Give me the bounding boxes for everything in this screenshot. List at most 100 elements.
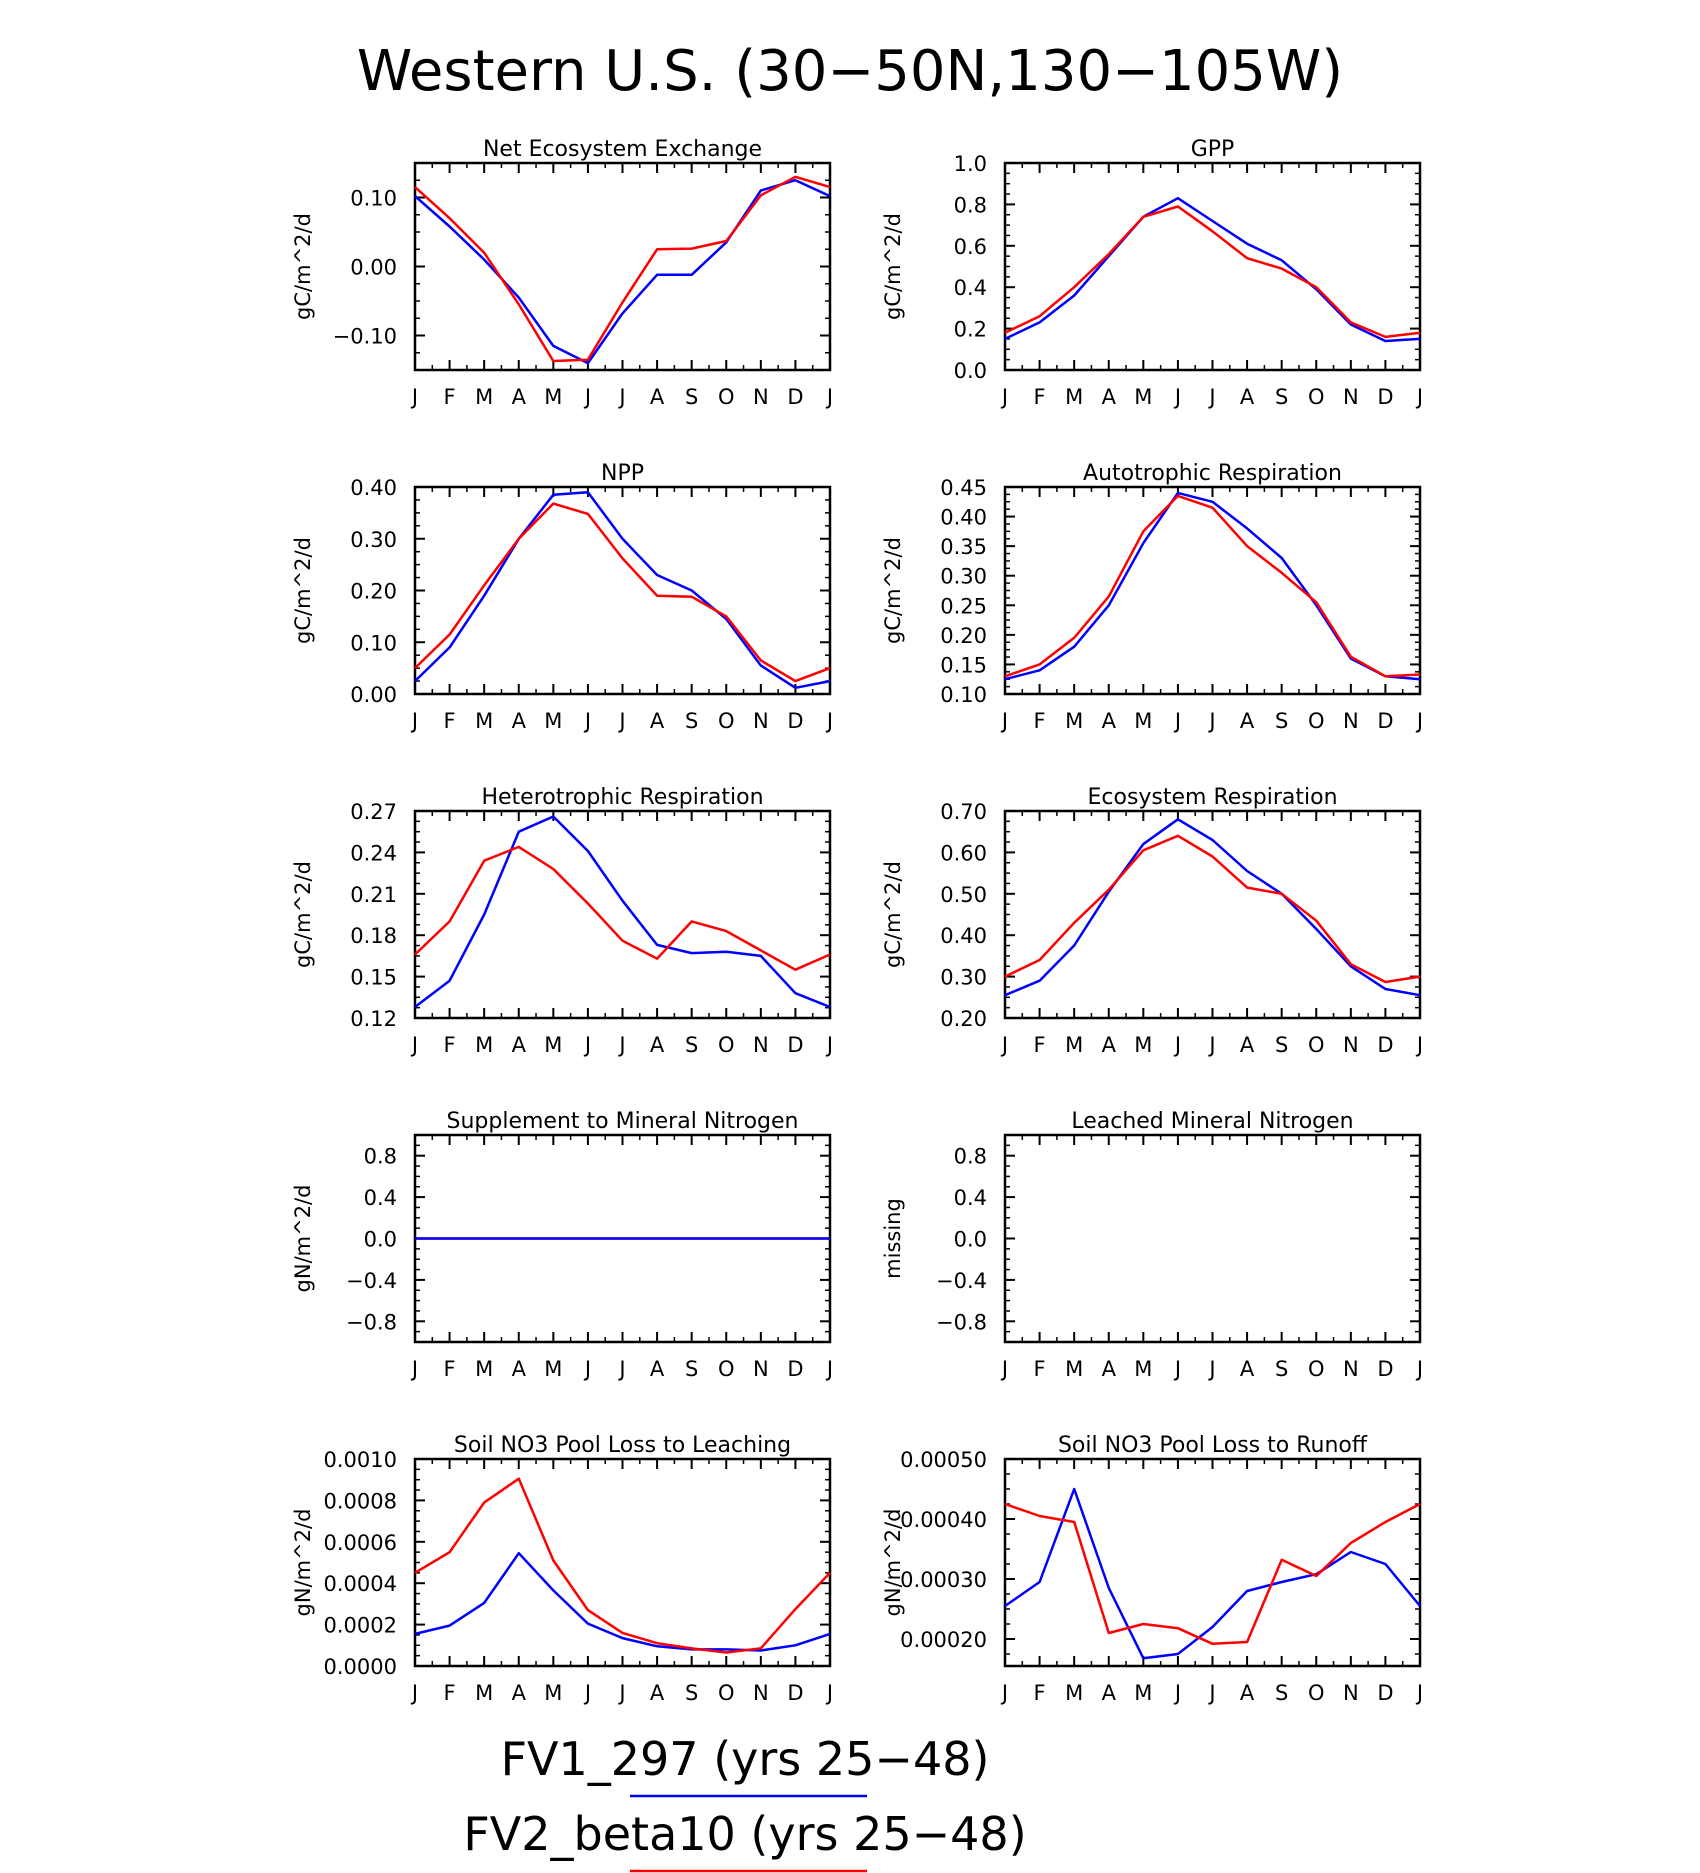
x-tick-label: M: [1134, 1357, 1152, 1381]
x-tick-label: A: [1240, 1357, 1255, 1381]
x-tick-label: J: [1207, 709, 1215, 733]
x-tick-label: J: [1207, 1681, 1215, 1705]
x-tick-label: F: [1034, 1357, 1046, 1381]
x-tick-label: F: [444, 1033, 456, 1057]
x-tick-label: D: [1377, 709, 1393, 733]
x-tick-label: F: [444, 709, 456, 733]
x-tick-label: J: [1415, 1357, 1423, 1381]
y-tick-label: 0.00020: [900, 1628, 987, 1652]
y-tick-label: 0.0008: [324, 1489, 397, 1513]
x-tick-label: S: [1275, 1357, 1288, 1381]
x-tick-label: O: [1308, 709, 1325, 733]
x-tick-label: M: [1134, 709, 1152, 733]
chart-title: Soil NO3 Pool Loss to Runoff: [1058, 1433, 1368, 1458]
x-tick-label: J: [1415, 1681, 1423, 1705]
x-tick-label: J: [1173, 385, 1181, 409]
x-tick-label: J: [1207, 1033, 1215, 1057]
x-tick-label: M: [544, 1033, 562, 1057]
x-tick-label: F: [1034, 709, 1046, 733]
x-tick-label: D: [1377, 1357, 1393, 1381]
chart-title: Ecosystem Respiration: [1087, 785, 1337, 810]
y-axis-label: gC/m^2/d: [291, 861, 315, 968]
x-tick-label: A: [1240, 385, 1255, 409]
y-tick-label: 0.60: [940, 841, 987, 865]
x-tick-label: J: [617, 385, 625, 409]
chart-title: Soil NO3 Pool Loss to Leaching: [454, 1433, 791, 1458]
y-tick-label: 0.15: [940, 653, 987, 677]
x-tick-label: A: [650, 1681, 665, 1705]
chart-title: Heterotrophic Respiration: [481, 785, 763, 810]
legend-label-fv2-beta10: FV2_beta10 (yrs 25−48): [463, 1807, 1026, 1861]
y-tick-label: 0.00: [350, 683, 397, 707]
y-tick-label: 0.20: [350, 580, 397, 604]
x-tick-label: J: [1173, 1033, 1181, 1057]
x-tick-label: O: [1308, 1033, 1325, 1057]
x-tick-label: M: [1065, 1681, 1083, 1705]
x-tick-label: D: [787, 385, 803, 409]
x-tick-label: M: [1065, 709, 1083, 733]
x-tick-label: F: [444, 385, 456, 409]
x-tick-label: M: [1134, 1033, 1152, 1057]
series-line-fv1-297: [414, 815, 831, 1009]
x-tick-label: F: [444, 1357, 456, 1381]
x-tick-label: A: [1102, 709, 1117, 733]
y-axis-label: gC/m^2/d: [291, 213, 315, 320]
x-tick-label: J: [617, 1033, 625, 1057]
y-tick-label: 0.0: [954, 1228, 987, 1252]
series-line-fv1-297: [1004, 196, 1421, 343]
y-tick-label: −0.8: [346, 1310, 397, 1334]
x-tick-label: S: [1275, 1033, 1288, 1057]
plot-frame: [413, 1457, 832, 1668]
x-tick-label: J: [583, 1033, 591, 1057]
chart-title: Supplement to Mineral Nitrogen: [447, 1109, 799, 1134]
y-axis-label: gC/m^2/d: [881, 537, 905, 644]
x-tick-label: S: [1275, 385, 1288, 409]
x-tick-label: F: [1034, 1033, 1046, 1057]
y-tick-label: 0.4: [954, 276, 987, 300]
x-tick-label: J: [583, 385, 591, 409]
x-tick-label: J: [410, 1681, 418, 1705]
x-tick-label: A: [650, 385, 665, 409]
chart-title: GPP: [1191, 137, 1235, 162]
x-tick-label: M: [544, 385, 562, 409]
x-tick-label: S: [685, 1357, 698, 1381]
series-line-fv2-beta10: [1004, 494, 1421, 678]
x-tick-label: J: [410, 385, 418, 409]
x-tick-label: J: [825, 1357, 833, 1381]
x-tick-label: J: [410, 1357, 418, 1381]
y-tick-label: 0.15: [350, 966, 397, 990]
y-axis-label: gN/m^2/d: [291, 1185, 315, 1293]
x-tick-label: M: [544, 1357, 562, 1381]
x-tick-label: F: [444, 1681, 456, 1705]
y-tick-label: 0.10: [940, 683, 987, 707]
x-tick-label: D: [1377, 1033, 1393, 1057]
x-tick-label: S: [685, 385, 698, 409]
x-tick-label: M: [475, 1357, 493, 1381]
x-tick-label: A: [512, 1681, 527, 1705]
y-tick-label: 0.12: [350, 1007, 397, 1031]
x-tick-label: J: [410, 1033, 418, 1057]
y-tick-label: 1.0: [954, 152, 987, 176]
x-tick-label: O: [1308, 1357, 1325, 1381]
y-tick-label: 0.0002: [324, 1614, 397, 1638]
x-tick-label: D: [787, 1357, 803, 1381]
chart-title: NPP: [601, 461, 644, 486]
series-line-fv2-beta10: [414, 1477, 831, 1654]
y-tick-label: 0.24: [350, 841, 397, 865]
y-tick-label: 0.30: [940, 966, 987, 990]
x-tick-label: N: [753, 385, 769, 409]
plot-frame: [1003, 1133, 1422, 1344]
series-line-fv1-297: [414, 178, 831, 365]
chart-title: Leached Mineral Nitrogen: [1071, 1109, 1353, 1134]
y-tick-label: 0.20: [940, 624, 987, 648]
y-tick-label: 0.00040: [900, 1508, 987, 1532]
series-line-fv1-297: [1004, 491, 1421, 681]
x-tick-label: J: [1207, 385, 1215, 409]
y-tick-label: 0.20: [940, 1007, 987, 1031]
y-tick-label: 0.0: [364, 1228, 397, 1252]
series-line-fv1-297: [1004, 1487, 1421, 1660]
